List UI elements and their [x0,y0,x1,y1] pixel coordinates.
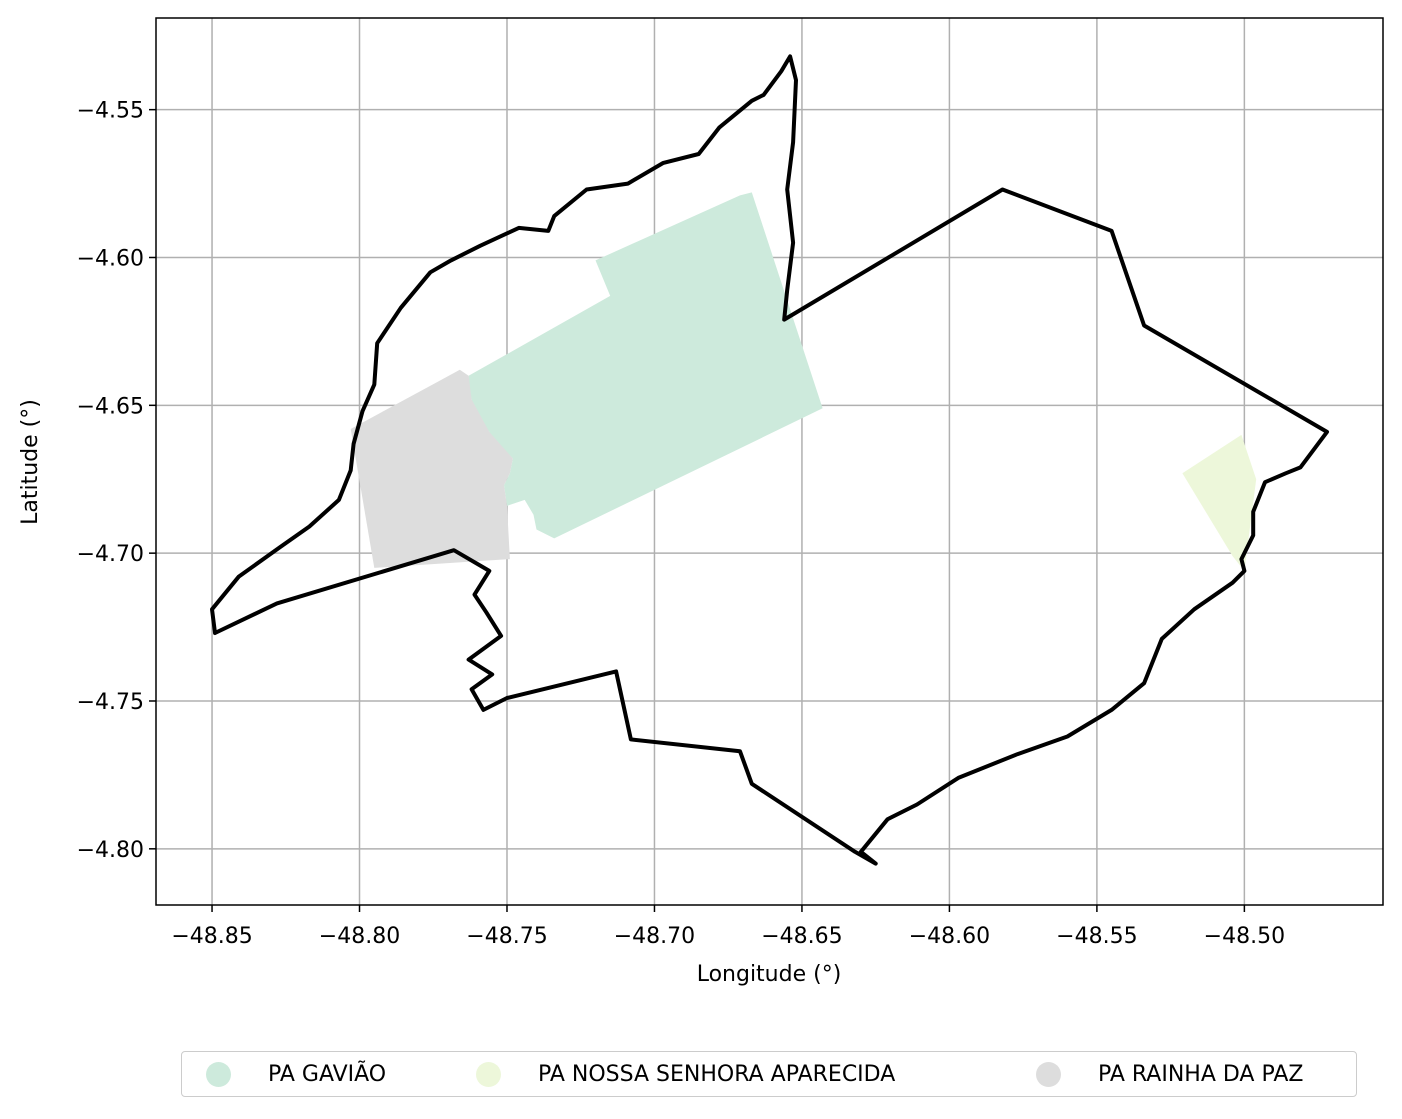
legend-item-pa-gaviao: PA GAVIÃO [206,1052,386,1096]
y-tick-label: −4.80 [77,838,144,863]
grid-lines [156,18,1383,905]
x-tick-label: −48.70 [614,924,695,949]
map-figure: −48.85 −48.80 −48.75 −48.70 −48.65 −48.60 −48.… [18,17,1384,987]
y-tick-label: −4.70 [77,542,144,567]
legend-label: PA NOSSA SENHORA APARECIDA [538,1061,896,1087]
y-tick-label: −4.55 [77,99,144,124]
legend: PA GAVIÃO PA NOSSA SENHORA APARECIDA PA … [181,1051,1357,1097]
x-axis-ticks: −48.85 −48.80 −48.75 −48.70 −48.65 −48.60 −48.… [171,905,1285,949]
x-tick-label: −48.85 [171,924,252,949]
legend-item-pa-rainha-da-paz: PA RAINHA DA PAZ [1036,1052,1303,1096]
boundary-line [210,54,1329,866]
x-tick-label: −48.60 [909,924,990,949]
y-axis-ticks: −4.55 −4.60 −4.65 −4.70 −4.75 −4.80 [77,99,156,863]
legend-item-pa-nossa-senhora-aparecida: PA NOSSA SENHORA APARECIDA [476,1052,895,1096]
x-tick-label: −48.65 [761,924,842,949]
x-tick-label: −48.75 [466,924,547,949]
legend-swatch [206,1061,231,1087]
plot-frame [155,17,1384,906]
area-pa-rainha-da-paz [350,369,513,568]
legend-swatch [476,1061,501,1087]
municipality-boundary [210,54,1329,866]
legend-swatch [1036,1061,1061,1087]
x-tick-label: −48.80 [319,924,400,949]
area-pa-gaviao [468,192,823,539]
y-tick-label: −4.75 [77,690,144,715]
y-tick-label: −4.65 [77,394,144,419]
legend-label: PA RAINHA DA PAZ [1098,1061,1304,1087]
y-axis-label: Latitude (°) [18,399,43,525]
legend-label: PA GAVIÃO [268,1061,387,1087]
area-pa-nossa-senhora-aparecida [1182,434,1257,571]
x-tick-label: −48.55 [1056,924,1137,949]
settlement-areas [350,192,1257,571]
x-axis-label: Longitude (°) [697,962,842,987]
y-tick-label: −4.60 [77,246,144,271]
x-tick-label: −48.50 [1204,924,1285,949]
